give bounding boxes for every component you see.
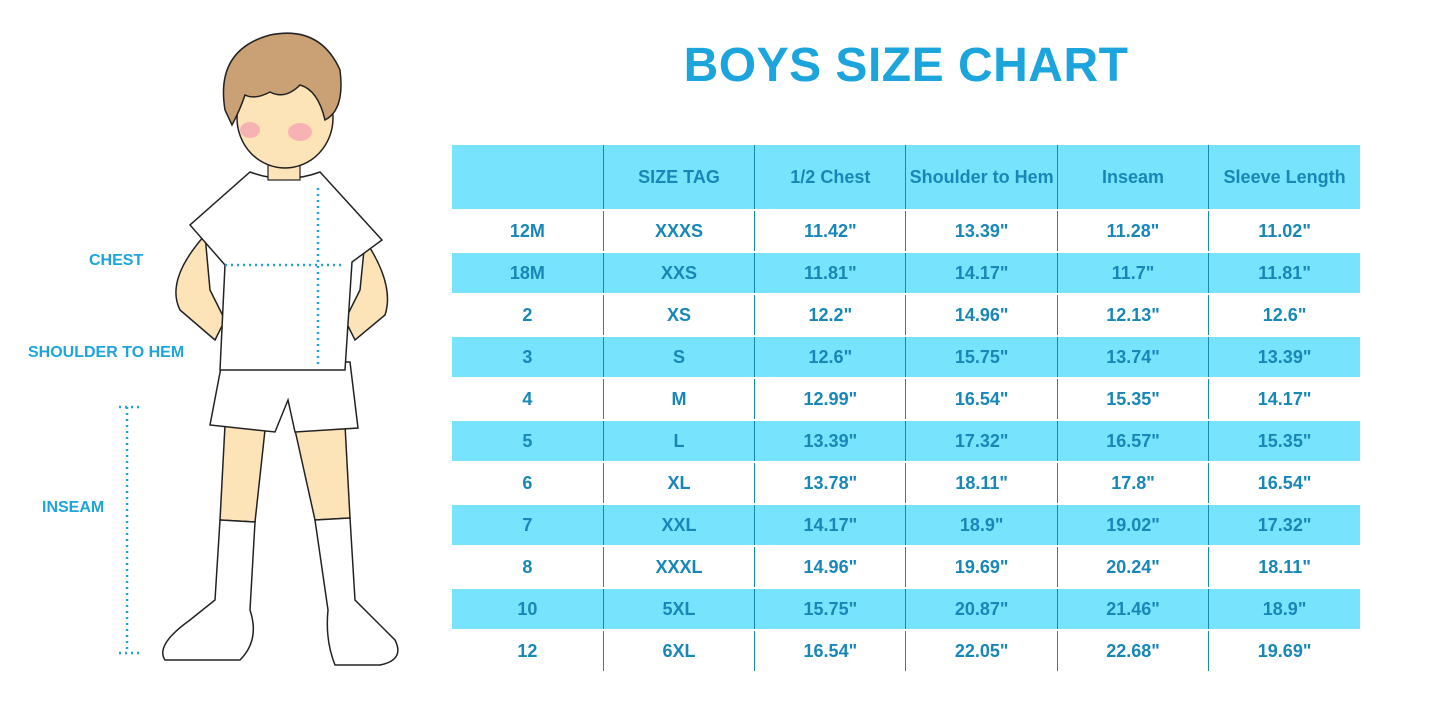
table-row: 6 XL 13.78" 18.11" 17.8" 16.54" bbox=[452, 461, 1360, 504]
table-cell: 5 bbox=[452, 419, 604, 462]
table-row: 3 S 12.6" 15.75" 13.74" 13.39" bbox=[452, 335, 1360, 378]
header-row: SIZE TAG 1/2 Chest Shoulder to Hem Inseam Sl… bbox=[452, 145, 1360, 210]
table-cell: 15.75" bbox=[905, 335, 1058, 378]
page-title: BOYS SIZE CHART bbox=[683, 39, 1129, 92]
table-cell: 17.32" bbox=[1208, 503, 1360, 546]
table-cell: XS bbox=[602, 293, 755, 336]
table-row: 10 5XL 15.75" 20.87" 21.46" 18.9" bbox=[452, 587, 1360, 630]
table-cell: 11.81" bbox=[754, 251, 906, 294]
chest-label: CHEST bbox=[89, 252, 144, 269]
table-cell: 11.7" bbox=[1056, 251, 1209, 294]
table-cell: L bbox=[602, 419, 755, 462]
column-header: 1/2 Chest bbox=[754, 145, 906, 210]
table-cell: XL bbox=[602, 461, 755, 504]
table-cell: 11.28" bbox=[1056, 209, 1209, 252]
column-header: SIZE TAG bbox=[602, 145, 755, 210]
table-cell: 4 bbox=[452, 377, 604, 420]
table-cell: 8 bbox=[452, 545, 604, 588]
boy-illustration bbox=[119, 32, 399, 666]
table-cell: 11.81" bbox=[1208, 251, 1360, 294]
table-row: 12M XXXS 11.42" 13.39" 11.28" 11.02" bbox=[452, 209, 1360, 252]
table-cell: 19.02" bbox=[1056, 503, 1209, 546]
table-row: 4 M 12.99" 16.54" 15.35" 14.17" bbox=[452, 377, 1360, 420]
table-cell: 16.57" bbox=[1056, 419, 1209, 462]
table-cell: 18.11" bbox=[1208, 545, 1360, 588]
table-cell: 12 bbox=[452, 629, 604, 671]
table-cell: 17.8" bbox=[1056, 461, 1209, 504]
table-cell: 12M bbox=[452, 209, 604, 252]
table-row: 8 XXXL 14.96" 19.69" 20.24" 18.11" bbox=[452, 545, 1360, 588]
column-header bbox=[452, 145, 604, 210]
table-cell: 10 bbox=[452, 587, 604, 630]
table-cell: XXL bbox=[602, 503, 755, 546]
table-cell: 16.54" bbox=[754, 629, 906, 671]
table-cell: 19.69" bbox=[905, 545, 1058, 588]
table-cell: 17.32" bbox=[905, 419, 1058, 462]
table-cell: 20.87" bbox=[905, 587, 1058, 630]
table-cell: M bbox=[602, 377, 755, 420]
table-cell: XXXS bbox=[602, 209, 755, 252]
table-cell: 13.39" bbox=[754, 419, 906, 462]
table-cell: 18.9" bbox=[1208, 587, 1360, 630]
table-cell: 22.68" bbox=[1056, 629, 1209, 671]
table-cell: 15.35" bbox=[1056, 377, 1209, 420]
table-cell: 14.96" bbox=[905, 293, 1058, 336]
table-cell: 19.69" bbox=[1208, 629, 1360, 671]
table-cell: 18.9" bbox=[905, 503, 1058, 546]
table-cell: 14.17" bbox=[1208, 377, 1360, 420]
table-row: 12 6XL 16.54" 22.05" 22.68" 19.69" bbox=[452, 629, 1360, 671]
table-cell: XXXL bbox=[602, 545, 755, 588]
table-cell: 14.17" bbox=[905, 251, 1058, 294]
column-header: Shoulder to Hem bbox=[905, 145, 1058, 210]
table-cell: 18M bbox=[452, 251, 604, 294]
table-row: 18M XXS 11.81" 14.17" 11.7" 11.81" bbox=[452, 251, 1360, 294]
table-cell: S bbox=[602, 335, 755, 378]
table-row: 7 XXL 14.17" 18.9" 19.02" 17.32" bbox=[452, 503, 1360, 546]
table-cell: 13.78" bbox=[754, 461, 906, 504]
table-row: 2 XS 12.2" 14.96" 12.13" 12.6" bbox=[452, 293, 1360, 336]
table-cell: 12.6" bbox=[754, 335, 906, 378]
table-cell: 13.74" bbox=[1056, 335, 1209, 378]
table-cell: 11.42" bbox=[754, 209, 906, 252]
table-cell: 11.02" bbox=[1208, 209, 1360, 252]
size-table: SIZE TAG 1/2 Chest Shoulder to Hem Inseam Sl… bbox=[452, 145, 1360, 671]
table-cell: 16.54" bbox=[905, 377, 1058, 420]
table-cell: 22.05" bbox=[905, 629, 1058, 671]
table-cell: 16.54" bbox=[1208, 461, 1360, 504]
table-cell: 7 bbox=[452, 503, 604, 546]
table-cell: 6XL bbox=[602, 629, 755, 671]
table-cell: 5XL bbox=[602, 587, 755, 630]
table-cell: XXS bbox=[602, 251, 755, 294]
table-cell: 14.17" bbox=[754, 503, 906, 546]
table-cell: 15.35" bbox=[1208, 419, 1360, 462]
table-cell: 12.13" bbox=[1056, 293, 1209, 336]
inseam-label: INSEAM bbox=[42, 499, 105, 516]
table-cell: 12.99" bbox=[754, 377, 906, 420]
column-header: Sleeve Length bbox=[1208, 145, 1360, 210]
shoulder-to-hem-label: SHOULDER TO HEM bbox=[28, 344, 185, 361]
table-cell: 13.39" bbox=[1208, 335, 1360, 378]
table-cell: 6 bbox=[452, 461, 604, 504]
table-cell: 15.75" bbox=[754, 587, 906, 630]
table-cell: 12.6" bbox=[1208, 293, 1360, 336]
table-cell: 21.46" bbox=[1056, 587, 1209, 630]
table-cell: 3 bbox=[452, 335, 604, 378]
table-cell: 13.39" bbox=[905, 209, 1058, 252]
table-cell: 20.24" bbox=[1056, 545, 1209, 588]
table-cell: 12.2" bbox=[754, 293, 906, 336]
column-header: Inseam bbox=[1056, 145, 1209, 210]
table-cell: 14.96" bbox=[754, 545, 906, 588]
table-cell: 2 bbox=[452, 293, 604, 336]
table-cell: 18.11" bbox=[905, 461, 1058, 504]
table-row: 5 L 13.39" 17.32" 16.57" 15.35" bbox=[452, 419, 1360, 462]
